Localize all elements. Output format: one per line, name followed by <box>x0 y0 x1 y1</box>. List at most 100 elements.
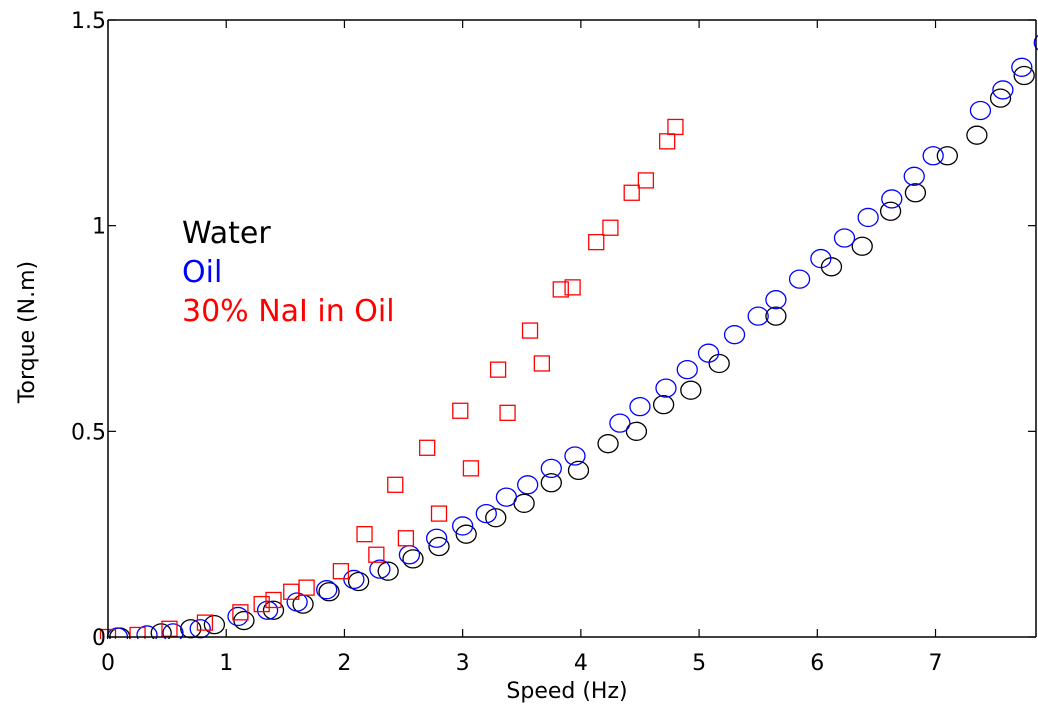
data-point-water <box>377 561 399 581</box>
data-point-oil <box>810 248 832 269</box>
data-point-oil <box>903 166 925 186</box>
data-point-water <box>879 201 902 221</box>
data-point-30-nai-in-oil <box>552 281 569 298</box>
data-point-30-nai-in-oil <box>489 361 507 378</box>
data-point-30-nai-in-oil <box>564 279 581 296</box>
data-point-30-nai-in-oil <box>623 184 640 201</box>
data-point-oil <box>765 290 787 310</box>
data-point-30-nai-in-oil <box>452 402 469 419</box>
data-point-oil <box>747 306 769 326</box>
data-point-30-nai-in-oil <box>637 172 655 189</box>
legend: Water Oil 30% NaI in Oil <box>182 216 395 329</box>
y-axis-label: Torque (N.m) <box>15 261 40 404</box>
data-point-water <box>513 493 535 513</box>
data-point-water <box>680 380 702 400</box>
data-point-oil <box>369 559 391 579</box>
data-point-water <box>233 610 255 631</box>
ticks: 0 1 2 3 4 5 6 7 0 0.5 1 1.5 <box>71 9 1036 676</box>
data-point-30-nai-in-oil <box>499 404 516 421</box>
data-point-oil <box>676 359 698 380</box>
data-point-water <box>318 582 340 602</box>
plot-area <box>99 34 1038 639</box>
x-tick-label: 1 <box>219 651 233 676</box>
data-point-30-nai-in-oil <box>430 505 448 522</box>
axes <box>107 19 1037 638</box>
x-tick-label: 3 <box>456 651 470 676</box>
data-point-30-nai-in-oil <box>265 591 282 609</box>
data-point-oil <box>517 475 539 495</box>
series-water <box>109 65 1035 639</box>
data-point-oil <box>564 446 586 466</box>
data-point-water <box>347 571 370 592</box>
data-point-oil <box>697 343 720 363</box>
x-tick-label: 4 <box>574 651 588 676</box>
data-point-30-nai-in-oil <box>356 526 373 543</box>
data-point-30-nai-in-oil <box>462 460 480 477</box>
data-point-water <box>485 508 507 528</box>
data-point-30-nai-in-oil <box>588 233 605 251</box>
data-point-oil <box>451 516 474 536</box>
data-point-oil <box>316 580 338 600</box>
y-tick-label: 1.5 <box>71 9 106 34</box>
data-point-oil <box>629 397 651 417</box>
data-point-oil <box>286 592 308 612</box>
data-point-water <box>904 183 927 203</box>
data-layer <box>99 34 1038 639</box>
data-point-oil <box>398 545 421 565</box>
data-point-oil <box>857 207 879 228</box>
data-point-30-nai-in-oil <box>419 439 436 456</box>
data-point-oil <box>1033 34 1038 51</box>
data-point-water <box>567 460 590 481</box>
data-point-water <box>936 146 958 166</box>
data-point-oil <box>256 600 279 620</box>
data-point-30-nai-in-oil <box>232 604 249 621</box>
data-point-30-nai-in-oil <box>387 476 404 493</box>
data-point-water <box>597 434 619 454</box>
data-point-water <box>966 125 988 145</box>
data-point-water <box>625 421 648 441</box>
data-point-water <box>203 615 226 635</box>
data-point-oil <box>343 569 365 590</box>
data-point-water <box>262 600 285 620</box>
x-tick-label: 2 <box>337 651 351 676</box>
data-point-30-nai-in-oil <box>368 546 385 563</box>
data-point-oil <box>922 146 944 166</box>
data-point-oil <box>609 413 631 433</box>
data-point-water <box>851 236 873 256</box>
data-point-water <box>150 623 172 639</box>
data-point-water <box>455 524 477 544</box>
x-tick-label: 5 <box>692 651 706 676</box>
x-axis-label: Speed (Hz) <box>506 679 627 704</box>
legend-label-water: Water <box>182 216 271 251</box>
data-point-water <box>652 394 675 415</box>
data-point-30-nai-in-oil <box>253 595 270 613</box>
data-point-water <box>820 257 843 277</box>
data-point-oil <box>833 228 856 248</box>
y-tick-label: 1 <box>92 215 106 240</box>
data-point-oil <box>992 80 1014 100</box>
data-point-30-nai-in-oil <box>129 626 146 639</box>
data-point-water <box>765 306 787 326</box>
data-point-oil <box>723 325 746 345</box>
data-point-30-nai-in-oil <box>196 614 214 631</box>
data-point-water <box>1013 65 1035 86</box>
data-point-30-nai-in-oil <box>659 133 676 150</box>
legend-label-oil: Oil <box>182 255 222 290</box>
data-point-30-nai-in-oil <box>521 322 539 339</box>
data-point-oil <box>788 269 811 289</box>
data-point-oil <box>227 606 249 627</box>
data-point-oil <box>425 528 448 548</box>
data-point-oil <box>655 378 677 398</box>
data-point-oil <box>136 625 158 639</box>
data-point-oil <box>162 623 184 639</box>
data-point-oil <box>189 619 211 639</box>
series-oil <box>106 34 1038 639</box>
x-tick-label: 7 <box>929 651 943 676</box>
data-point-30-nai-in-oil <box>332 563 350 580</box>
data-point-oil <box>881 189 903 209</box>
x-tick-label: 0 <box>101 651 115 676</box>
data-point-30-nai-in-oil <box>533 355 551 372</box>
y-tick-label: 0.5 <box>71 420 106 445</box>
series-30-nai-in-oil <box>99 118 684 639</box>
